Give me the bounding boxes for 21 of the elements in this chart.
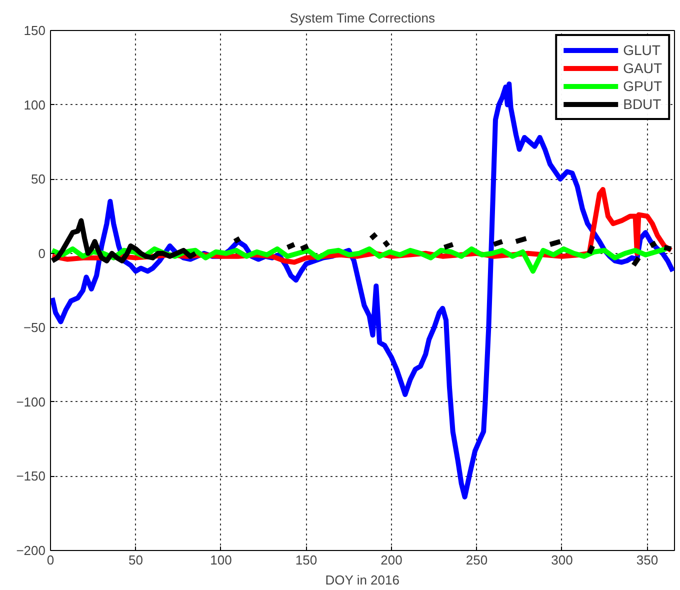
legend-label: GAUT (623, 60, 662, 76)
y-tick-label: 50 (31, 172, 46, 187)
x-tick-label: 200 (380, 552, 402, 568)
y-tick-label: −200 (16, 543, 46, 558)
x-tick-label: 150 (295, 552, 318, 568)
x-tick-label: 250 (466, 552, 488, 568)
legend-label: GLUT (623, 42, 660, 58)
x-tick-label: 300 (551, 552, 573, 568)
chart-title: System Time Corrections (290, 10, 436, 26)
x-tick-label: 350 (636, 552, 658, 568)
x-tick-label: 100 (210, 552, 232, 568)
x-tick-label: 50 (128, 552, 143, 568)
legend-label: GPUT (623, 78, 662, 94)
x-axis-title: DOY in 2016 (325, 572, 400, 588)
legend-label: BDUT (623, 96, 662, 112)
y-tick-label: −150 (16, 468, 46, 484)
y-tick-label: −100 (16, 394, 46, 410)
y-tick-label: −50 (23, 320, 46, 336)
y-tick-label: 150 (24, 23, 46, 38)
y-tick-label: 100 (24, 97, 46, 112)
y-tick-label: 0 (38, 246, 46, 261)
